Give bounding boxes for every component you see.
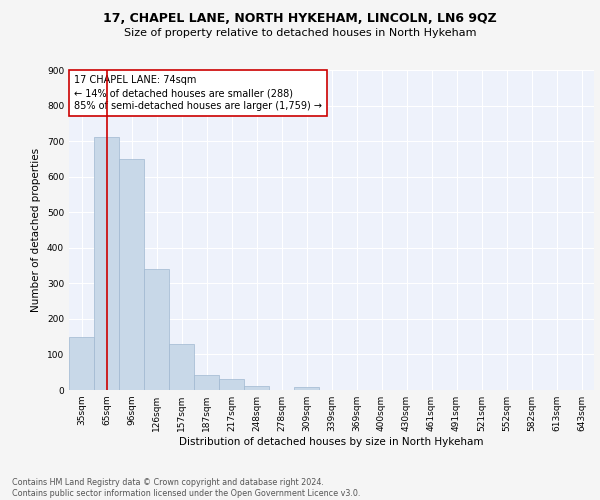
Bar — [244, 386, 269, 390]
Text: Contains HM Land Registry data © Crown copyright and database right 2024.
Contai: Contains HM Land Registry data © Crown c… — [12, 478, 361, 498]
Bar — [119, 159, 144, 390]
Bar — [169, 344, 194, 390]
Bar — [194, 375, 219, 390]
Bar — [219, 380, 244, 390]
X-axis label: Distribution of detached houses by size in North Hykeham: Distribution of detached houses by size … — [179, 437, 484, 447]
Bar — [144, 269, 169, 390]
Text: Size of property relative to detached houses in North Hykeham: Size of property relative to detached ho… — [124, 28, 476, 38]
Bar — [294, 387, 319, 390]
Text: 17 CHAPEL LANE: 74sqm
← 14% of detached houses are smaller (288)
85% of semi-det: 17 CHAPEL LANE: 74sqm ← 14% of detached … — [74, 75, 322, 111]
Bar — [69, 336, 94, 390]
Text: 17, CHAPEL LANE, NORTH HYKEHAM, LINCOLN, LN6 9QZ: 17, CHAPEL LANE, NORTH HYKEHAM, LINCOLN,… — [103, 12, 497, 26]
Bar — [94, 137, 119, 390]
Y-axis label: Number of detached properties: Number of detached properties — [31, 148, 41, 312]
